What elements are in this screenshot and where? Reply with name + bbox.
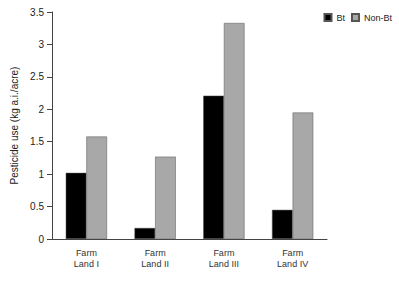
svg-text:Land I: Land I — [74, 259, 99, 269]
svg-text:2: 2 — [38, 104, 44, 115]
svg-text:3.5: 3.5 — [30, 7, 44, 18]
svg-text:Pesticide use (kg a.i./acre): Pesticide use (kg a.i./acre) — [9, 67, 20, 185]
svg-text:Farm: Farm — [213, 248, 234, 258]
svg-text:Farm: Farm — [145, 248, 166, 258]
svg-text:Land III: Land III — [209, 259, 239, 269]
svg-text:0.5: 0.5 — [30, 201, 44, 212]
svg-text:Non-Bt: Non-Bt — [364, 13, 393, 23]
svg-text:3: 3 — [38, 39, 44, 50]
svg-text:Land IV: Land IV — [277, 259, 308, 269]
svg-text:Land II: Land II — [141, 259, 169, 269]
svg-text:Farm: Farm — [76, 248, 97, 258]
svg-text:0: 0 — [38, 234, 44, 245]
svg-text:Farm: Farm — [282, 248, 303, 258]
svg-text:1.5: 1.5 — [30, 136, 44, 147]
svg-text:2.5: 2.5 — [30, 71, 44, 82]
svg-text:1: 1 — [38, 169, 44, 180]
svg-text:Bt: Bt — [336, 13, 345, 23]
